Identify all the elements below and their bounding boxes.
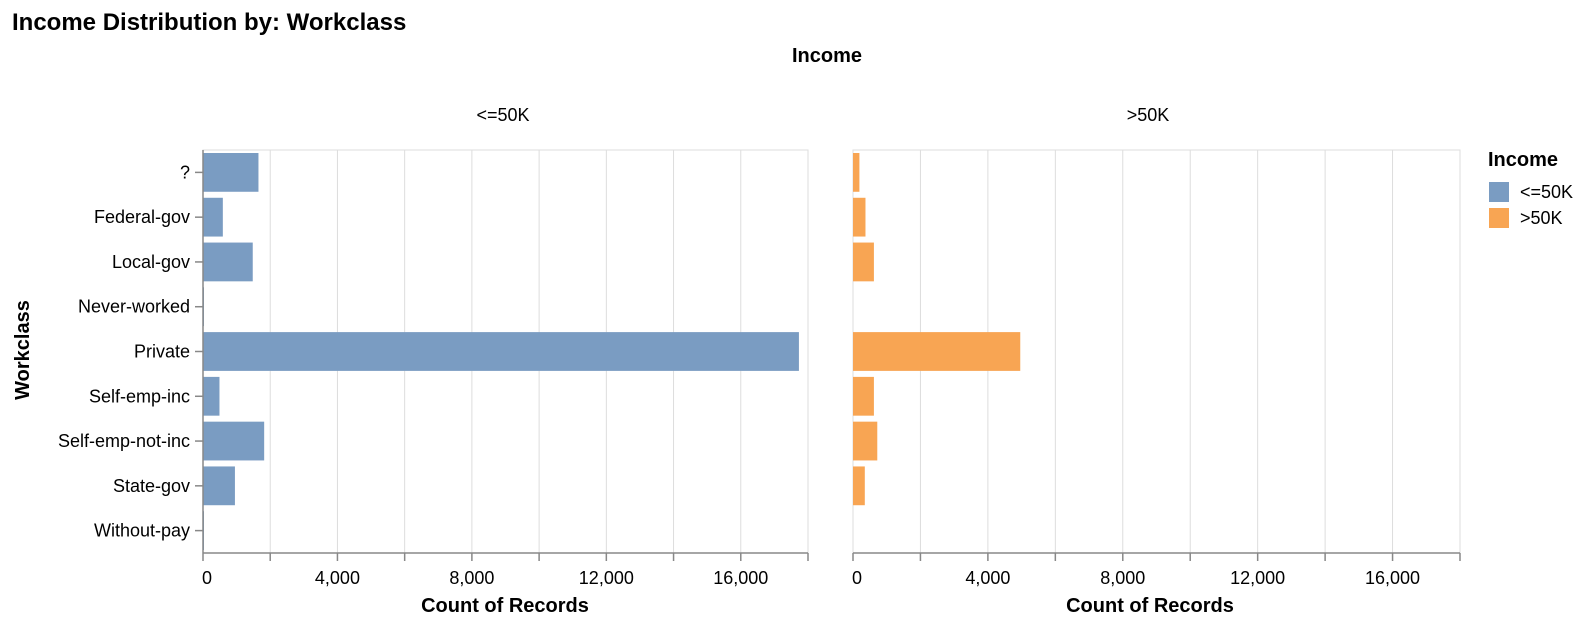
bar-le50k- [203, 153, 259, 192]
y-tick-label-8: Without-pay [94, 521, 190, 541]
y-tick-label-5: Self-emp-inc [89, 386, 190, 406]
y-tick-label-2: Local-gov [112, 252, 190, 272]
chart-title: Income Distribution by: Workclass [12, 9, 406, 36]
bar-le50k-self-emp-inc [203, 376, 220, 416]
y-tick-label-0: ? [180, 162, 190, 182]
x-axis-title-right: Count of Records [1066, 595, 1234, 617]
bar-gt50k-self-emp-not-inc [853, 421, 878, 461]
bar-gt50k-self-emp-inc [853, 376, 874, 416]
bar-gt50k-local-gov [853, 242, 874, 282]
x-tick-label-le50k-8000: 8,000 [449, 568, 494, 588]
legend-label-le50k: <=50K [1520, 182, 1573, 202]
bar-le50k-local-gov [203, 242, 253, 282]
x-tick-label-le50k-16000: 16,000 [713, 568, 768, 588]
x-tick-label-le50k-0: 0 [202, 568, 212, 588]
x-tick-label-gt50k-12000: 12,000 [1230, 568, 1285, 588]
x-tick-label-gt50k-8000: 8,000 [1100, 568, 1145, 588]
y-tick-label-3: Never-worked [78, 297, 190, 317]
y-tick-label-7: State-gov [113, 476, 190, 496]
marks-layer: 0 4,000 8,000 12,000 16,000 0 4,000 8,000 12,000… [58, 149, 1461, 588]
facet-header-le50k: <=50K [476, 105, 529, 125]
x-tick-label-le50k-12000: 12,000 [579, 568, 634, 588]
legend-title: Income [1488, 149, 1558, 171]
y-tick-label-1: Federal-gov [94, 207, 190, 227]
bar-le50k-private [203, 332, 799, 371]
x-tick-label-gt50k-0: 0 [852, 568, 862, 588]
x-tick-label-le50k-4000: 4,000 [315, 568, 360, 588]
legend-label-gt50k: >50K [1520, 208, 1563, 228]
column-header-title: Income [792, 45, 862, 67]
x-tick-label-gt50k-16000: 16,000 [1365, 568, 1420, 588]
bar-gt50k- [853, 153, 860, 192]
bar-gt50k-federal-gov [853, 197, 866, 237]
legend-swatch-gt50k [1489, 208, 1509, 228]
x-axis-title-left: Count of Records [421, 595, 589, 617]
y-axis-title: Workclass [12, 300, 34, 400]
y-tick-label-6: Self-emp-not-inc [58, 431, 190, 451]
bar-le50k-state-gov [203, 466, 235, 506]
x-tick-label-gt50k-4000: 4,000 [965, 568, 1010, 588]
legend-swatch-le50k [1489, 182, 1509, 202]
bar-le50k-self-emp-not-inc [203, 421, 265, 461]
bar-gt50k-state-gov [853, 466, 865, 506]
bar-le50k-federal-gov [203, 197, 223, 237]
facet-header-gt50k: >50K [1127, 105, 1170, 125]
y-tick-label-4: Private [134, 342, 190, 362]
bar-gt50k-private [853, 332, 1021, 371]
